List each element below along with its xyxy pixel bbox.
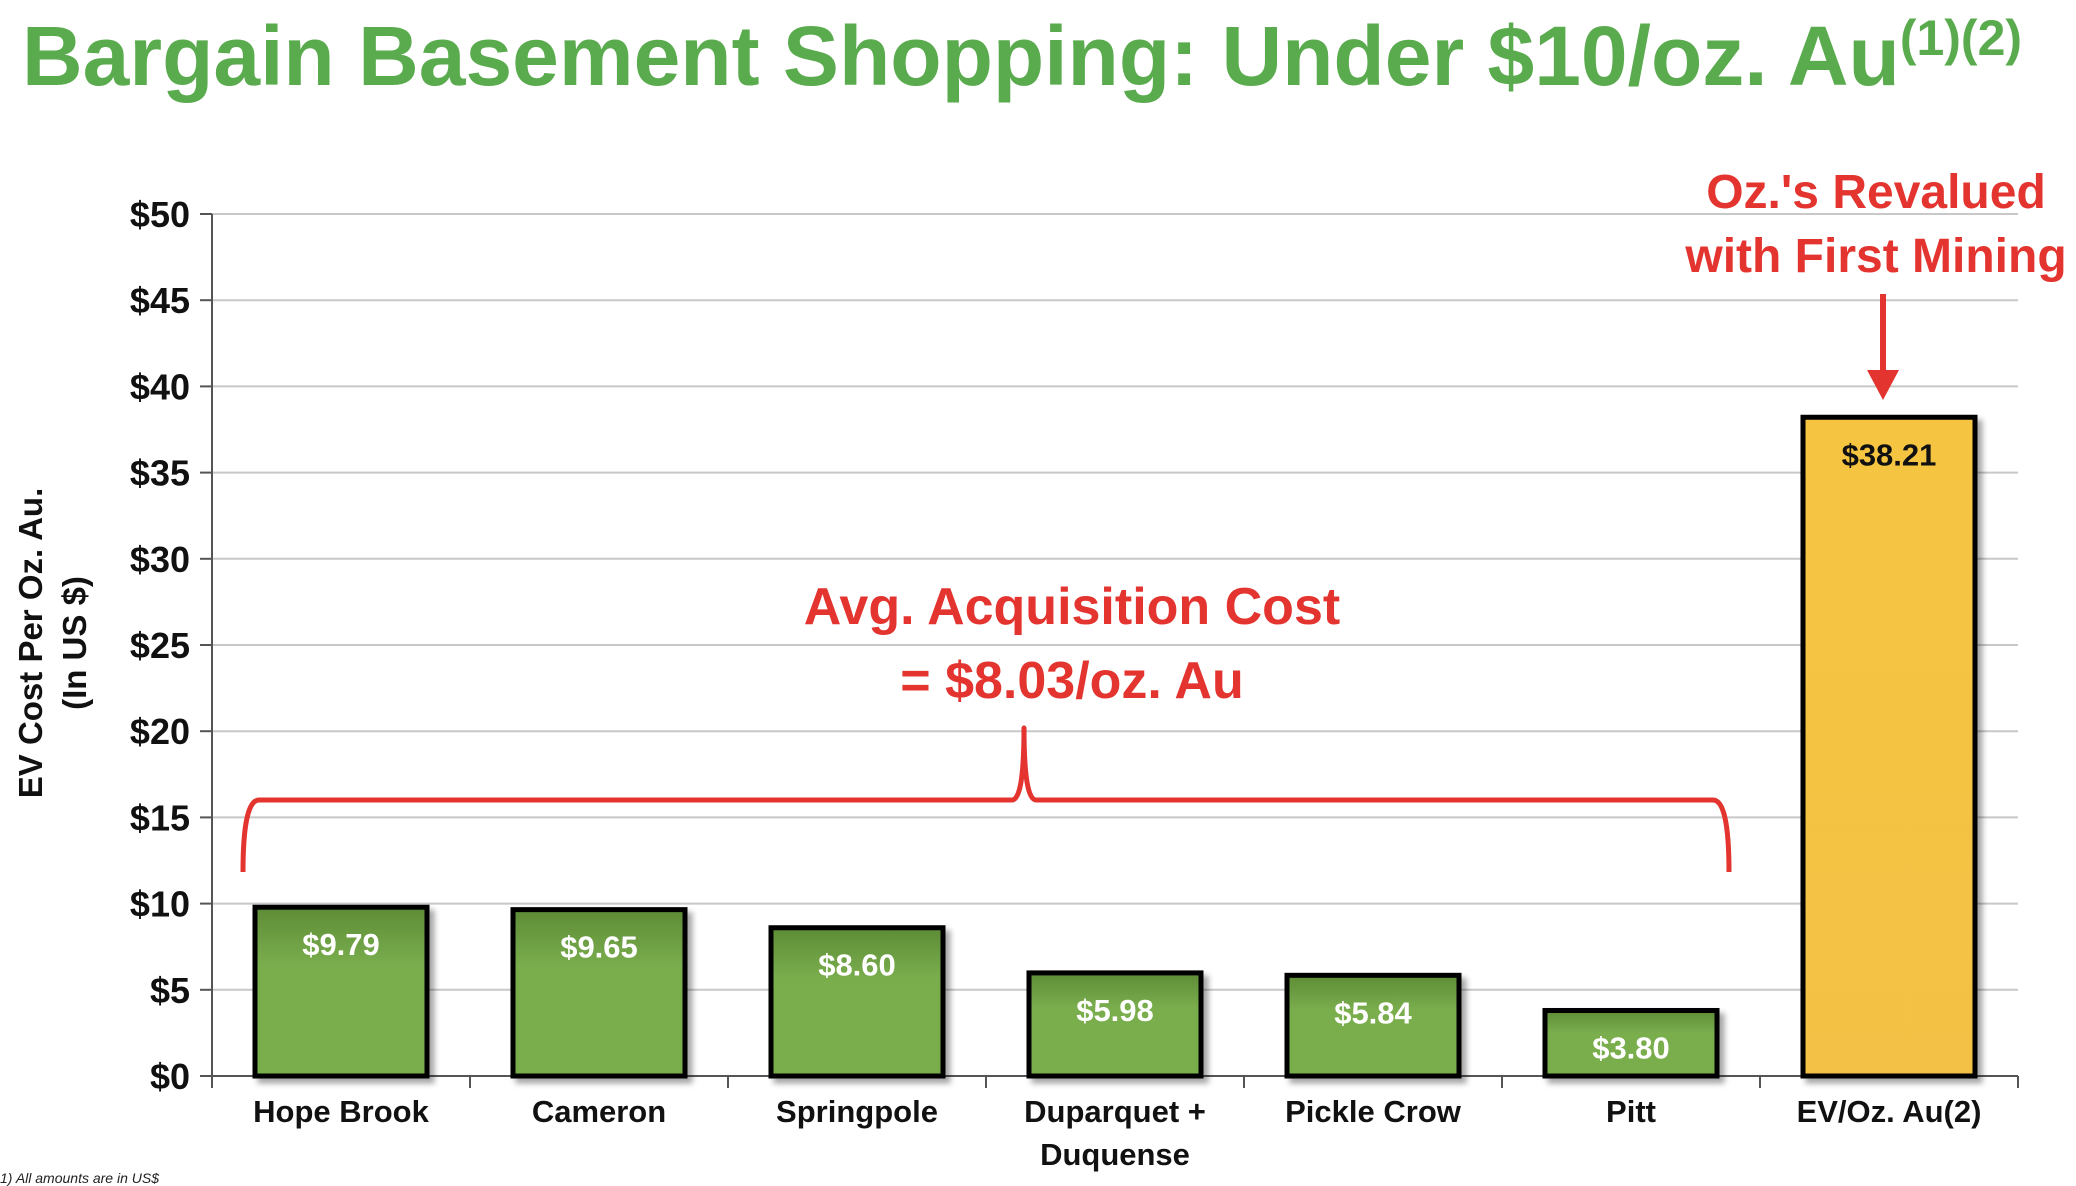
data-label: $5.84 [1334,995,1412,1030]
bar [1542,1007,1720,1079]
average-annotation-text: = $8.03/oz. Au [900,652,1243,710]
x-tick-label-line: Pickle Crow [1285,1094,1462,1129]
title-superscript: (1)(2) [1899,10,2023,66]
data-label: $8.60 [818,948,896,983]
x-tick-label: Pickle Crow [1285,1094,1462,1129]
footnote: 1) All amounts are in US$ [0,1170,159,1186]
y-tick-label: $50 [130,194,190,235]
bar [252,904,430,1079]
revalued-annotation-text: Oz.'s Revalued [1706,166,2046,219]
y-tick-label: $45 [130,280,190,321]
bar-layer [252,414,1978,1079]
title-text: Bargain Basement Shopping: Under $10/oz.… [22,9,1900,103]
data-label: $9.79 [302,927,380,962]
y-tick-label: $30 [130,539,190,580]
y-tick-label: $0 [150,1056,190,1097]
annotation-layer: Avg. Acquisition Cost = $8.03/oz. Au Oz.'s… [240,166,2067,873]
bar [768,925,946,1079]
x-tick-label-line: Hope Brook [253,1094,429,1129]
data-label: $9.65 [560,930,638,965]
x-tick-label: Duparquet + Duquense [1024,1094,1206,1172]
y-tick-label: $5 [150,970,190,1011]
revalued-arrow-head [1867,370,1899,400]
y-axis-label-line: EV Cost Per Oz. Au. [12,488,49,799]
bar [510,907,688,1079]
average-bracket [240,725,1732,873]
y-tick-label: $20 [130,711,190,752]
y-tick-label: $15 [130,797,190,838]
average-annotation-text: Avg. Acquisition Cost [804,578,1340,636]
x-tick-label: Pitt [1606,1094,1656,1129]
x-tick-label-line: Duparquet + [1024,1094,1206,1129]
y-tick-label: $25 [130,625,190,666]
x-tick-label-line: Springpole [776,1094,938,1129]
x-tick-label: Springpole [776,1094,938,1129]
x-tick-label: EV/Oz. Au(2) [1797,1094,1982,1129]
data-label: $5.98 [1076,993,1154,1028]
label-layer: $9.79 Hope Brook $9.65 Cameron $8.60 Springpo… [253,437,1981,1172]
y-tick-label: $10 [130,884,190,925]
y-tick-label: $40 [130,366,190,407]
x-tick-label-line: Cameron [532,1094,666,1129]
y-axis-label-line: (In US $) [56,576,93,710]
bar [1284,972,1462,1079]
x-tick-label-line: Duquense [1040,1137,1190,1172]
grid-layer [212,213,2018,991]
data-label: $3.80 [1592,1030,1670,1065]
revalued-annotation-text: with First Mining [1684,230,2066,283]
y-tick-label: $35 [130,453,190,494]
page-title: Bargain Basement Shopping: Under $10/oz.… [22,6,2022,107]
y-axis-label: EV Cost Per Oz. Au. (In US $) [12,488,93,799]
x-tick-label: Cameron [532,1094,666,1129]
x-tick-label-line: Pitt [1606,1094,1656,1129]
bar [1026,970,1204,1079]
data-label: $38.21 [1842,437,1937,472]
x-tick-label-line: EV/Oz. Au(2) [1797,1094,1982,1129]
bar [1800,414,1978,1079]
x-tick-label: Hope Brook [253,1094,429,1129]
